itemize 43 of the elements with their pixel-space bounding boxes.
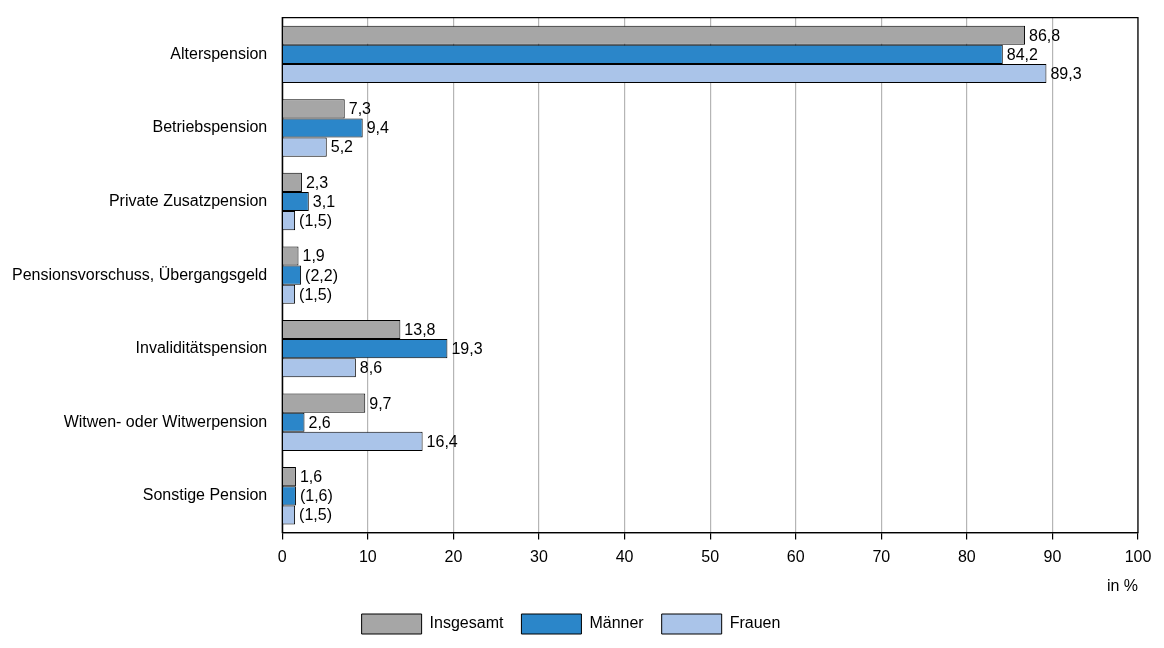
legend-label: Insgesamt	[429, 614, 504, 632]
x-tick-label: 30	[530, 547, 548, 565]
data-label: 8,6	[359, 359, 383, 377]
y-tick-label: Witwen- oder Witwerpension	[63, 412, 268, 430]
legend-label: Männer	[589, 614, 645, 632]
x-tick-label: 10	[358, 547, 377, 565]
data-label: 1,9	[302, 247, 325, 265]
y-tick-label: Betriebspension	[152, 118, 268, 136]
data-label: 2,3	[305, 173, 329, 191]
data-label: 7,3	[348, 100, 372, 118]
data-label: (1,5)	[299, 506, 332, 524]
x-tick-label: 90	[1043, 547, 1062, 565]
data-label: 2,6	[308, 413, 331, 431]
data-label: 9,4	[366, 119, 390, 137]
data-label: 13,8	[404, 320, 436, 338]
x-tick-label: 20	[444, 547, 463, 565]
y-tick-label: Sonstige Pension	[142, 486, 268, 504]
legend-label: Frauen	[729, 614, 781, 632]
data-label: 1,6	[299, 468, 323, 486]
data-label: 16,4	[426, 432, 458, 450]
data-label: 9,7	[369, 394, 392, 412]
y-tick-label: Pensionsvorschuss, Übergangsgeld	[11, 265, 268, 283]
x-tick-label: 60	[786, 547, 805, 565]
data-label: (2,2)	[305, 266, 338, 284]
x-tick-label: 80	[957, 547, 976, 565]
data-label: (1,5)	[299, 285, 332, 303]
x-tick-label: 40	[615, 547, 634, 565]
data-label: 84,2	[1006, 45, 1039, 63]
data-label: (1,6)	[299, 487, 333, 505]
x-tick-label: 100	[1124, 547, 1152, 565]
data-label: 5,2	[330, 138, 354, 156]
y-tick-label: Private Zusatzpension	[108, 191, 268, 209]
data-label: 19,3	[451, 340, 483, 358]
x-tick-label: 70	[872, 547, 891, 565]
x-tick-label: 50	[701, 547, 720, 565]
y-tick-label: Alterspension	[170, 44, 268, 62]
data-label: 3,1	[312, 192, 336, 210]
data-label: 86,8	[1029, 26, 1061, 44]
x-tick-label: 0	[277, 547, 287, 565]
y-tick-label: Invaliditätspension	[135, 339, 268, 357]
data-label: (1,5)	[299, 212, 332, 230]
x-axis-title: in %	[1106, 576, 1138, 594]
data-label: 89,3	[1050, 64, 1082, 82]
